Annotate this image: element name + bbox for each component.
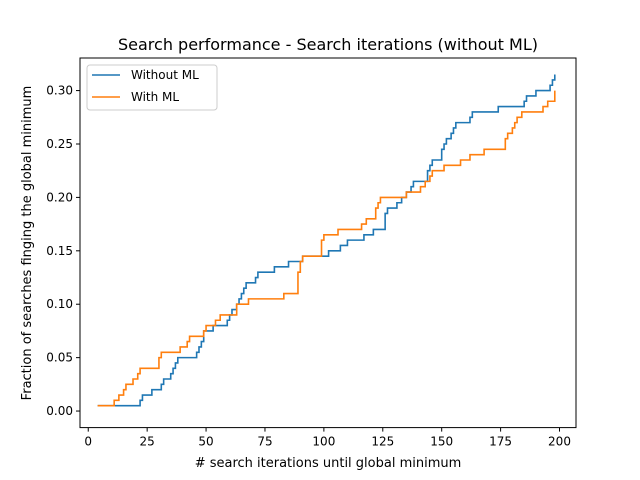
plot-area xyxy=(79,57,577,429)
legend-label-0: Without ML xyxy=(131,68,199,82)
x-tick-label: 125 xyxy=(371,435,394,449)
x-tick-label: 50 xyxy=(198,435,213,449)
series-lines xyxy=(97,74,556,407)
y-axis-label: Fraction of searches finging the global … xyxy=(20,86,35,401)
plot-frame xyxy=(79,57,577,429)
y-tick-label: 0.30 xyxy=(46,84,73,98)
x-tick-label: 200 xyxy=(548,435,571,449)
legend-label-1: With ML xyxy=(131,90,179,104)
y-axis: 0.00 0.05 0.10 0.15 0.20 0.25 0.30 xyxy=(46,84,80,418)
series-line-1 xyxy=(97,90,556,407)
chart-title: Search performance - Search iterations (… xyxy=(118,35,538,54)
y-tick-label: 0.00 xyxy=(46,404,73,418)
series-line-0 xyxy=(97,74,556,407)
y-tick-label: 0.10 xyxy=(46,297,73,311)
x-tick-label: 25 xyxy=(140,435,155,449)
y-tick-label: 0.15 xyxy=(46,244,73,258)
x-tick-label: 175 xyxy=(489,435,512,449)
x-axis-label: # search iterations until global minimum xyxy=(195,456,462,471)
legend: Without ML With ML xyxy=(86,64,218,111)
x-tick-label: 100 xyxy=(312,435,335,449)
x-tick-label: 75 xyxy=(257,435,272,449)
y-tick-label: 0.20 xyxy=(46,190,73,204)
y-tick-label: 0.25 xyxy=(46,137,73,151)
x-tick-label: 150 xyxy=(430,435,453,449)
y-tick-label: 0.05 xyxy=(46,351,73,365)
x-axis: 0 25 50 75 100 125 150 175 200 xyxy=(84,427,571,449)
legend-box xyxy=(86,64,218,111)
x-tick-label: 0 xyxy=(84,435,92,449)
